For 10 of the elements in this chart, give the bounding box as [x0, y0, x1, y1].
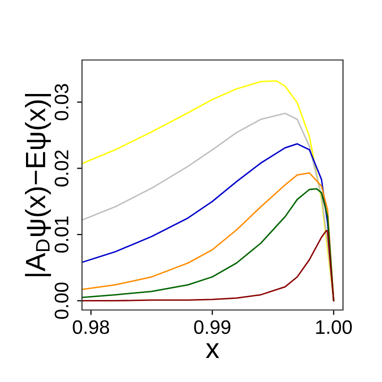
y-axis-title: |A$_{D}$ψ(x)−Eψ(x)|	[24, 94, 51, 276]
x-tick-label: 0.98	[72, 320, 110, 334]
line-series	[82, 230, 334, 302]
x-tick-label: 1.00	[316, 320, 352, 334]
y-tick-label: 0.03	[54, 84, 68, 120]
y-tick-label: 0.01	[54, 216, 68, 253]
x-axis-title: x	[206, 343, 220, 358]
y-tick-label: 0.02	[54, 150, 68, 186]
y-tick-label: 0.00	[54, 282, 68, 319]
x-tick-label: 0.99	[194, 320, 230, 334]
